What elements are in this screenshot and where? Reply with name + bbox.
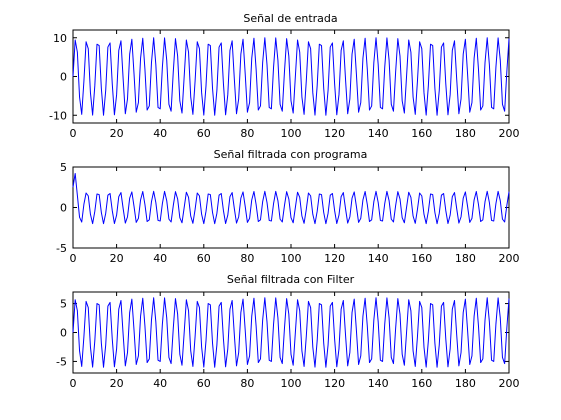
subplot-program-filtered: Señal filtrada con programa 0 20 40 60 80 100…: [56, 148, 519, 265]
x-tick-label: 0: [70, 252, 77, 265]
x-tick-label: 100: [281, 377, 302, 390]
x-tick-label: 200: [499, 127, 520, 140]
x-tick-label: 140: [368, 252, 389, 265]
x-tick-label: 0: [70, 127, 77, 140]
x-tick-label: 120: [324, 127, 345, 140]
x-ticks-program-filtered: 0 20 40 60 80 100 120 140 160 180 200: [70, 167, 520, 265]
y-tick-label: 5: [60, 161, 67, 174]
x-tick-label: 160: [411, 377, 432, 390]
x-tick-label: 60: [197, 252, 211, 265]
x-tick-label: 80: [240, 252, 254, 265]
x-tick-label: 40: [153, 252, 167, 265]
series-line-program-filtered: [72, 172, 510, 225]
x-tick-label: 20: [110, 127, 124, 140]
x-tick-label: 120: [324, 377, 345, 390]
x-tick-label: 40: [153, 377, 167, 390]
y-tick-label: 10: [53, 32, 67, 45]
y-tick-label: -10: [49, 109, 67, 122]
title-input-signal: Señal de entrada: [243, 12, 337, 25]
axes-box-program-filtered: [72, 166, 510, 249]
x-tick-label: 180: [455, 127, 476, 140]
x-tick-label: 60: [197, 377, 211, 390]
x-tick-label: 60: [197, 127, 211, 140]
title-filter-filtered: Señal filtrada con Filter: [227, 273, 355, 286]
x-tick-label: 140: [368, 377, 389, 390]
y-tick-label: -5: [56, 355, 67, 368]
x-tick-label: 40: [153, 127, 167, 140]
x-tick-label: 100: [281, 252, 302, 265]
x-tick-label: 80: [240, 377, 254, 390]
x-tick-label: 160: [411, 127, 432, 140]
x-tick-label: 80: [240, 127, 254, 140]
subplot-input-signal: Señal de entrada 0 20 40 60 80 100 120 140 160 18…: [49, 12, 519, 140]
series-line-filter-filtered: [72, 297, 510, 368]
x-tick-label: 140: [368, 127, 389, 140]
y-ticks-input-signal: -10 0 10: [49, 32, 509, 122]
subplot-filter-filtered: Señal filtrada con Filter 0 20 40 60 80 100 12…: [56, 273, 519, 390]
y-tick-label: -5: [56, 242, 67, 255]
x-tick-label: 0: [70, 377, 77, 390]
x-tick-label: 20: [110, 377, 124, 390]
x-tick-label: 100: [281, 127, 302, 140]
x-tick-label: 120: [324, 252, 345, 265]
series-line-input-signal: [72, 37, 510, 116]
y-tick-label: 0: [60, 71, 67, 84]
x-tick-label: 160: [411, 252, 432, 265]
y-ticks-program-filtered: -5 0 5: [56, 161, 509, 255]
x-ticks-input-signal: 0 20 40 60 80 100 120 140 160 180 200: [70, 30, 520, 140]
x-tick-label: 20: [110, 252, 124, 265]
title-program-filtered: Señal filtrada con programa: [214, 148, 368, 161]
y-tick-label: 5: [60, 298, 67, 311]
x-ticks-filter-filtered: 0 20 40 60 80 100 120 140 160 180 200: [70, 292, 520, 390]
y-tick-label: 0: [60, 202, 67, 215]
y-tick-label: 0: [60, 327, 67, 340]
x-tick-label: 200: [499, 377, 520, 390]
x-tick-label: 180: [455, 377, 476, 390]
x-tick-label: 180: [455, 252, 476, 265]
x-tick-label: 200: [499, 252, 520, 265]
